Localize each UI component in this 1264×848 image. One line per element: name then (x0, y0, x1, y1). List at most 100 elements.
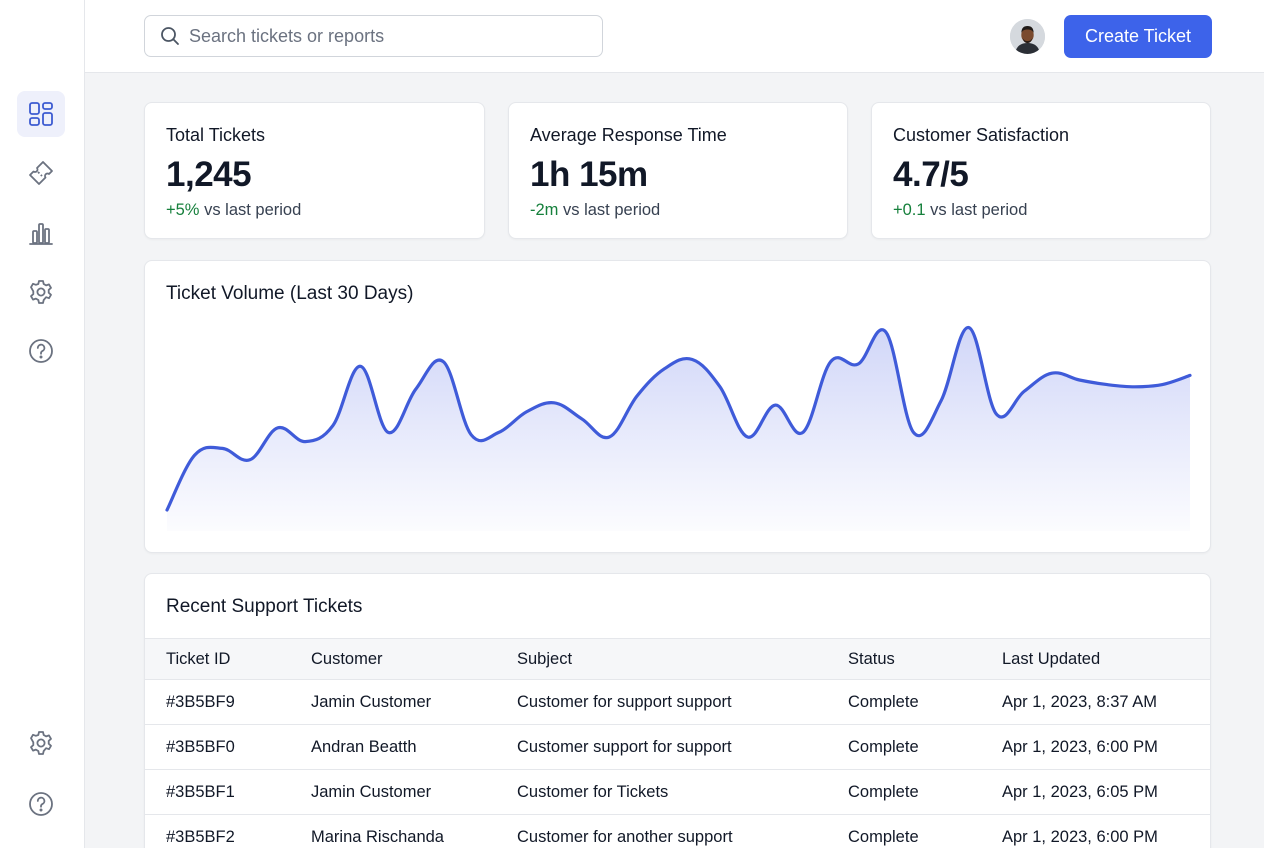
bar-chart-icon (29, 223, 53, 245)
stat-card-satisfaction: Customer Satisfaction 4.7/5 +0.1 vs last… (871, 102, 1211, 239)
chart-series-line (165, 326, 1192, 512)
column-header-subject[interactable]: Subject (517, 649, 573, 668)
user-avatar[interactable] (1010, 19, 1045, 54)
stat-label: Customer Satisfaction (893, 125, 1070, 145)
sidebar-item-help[interactable] (17, 328, 65, 374)
stat-delta: +0.1 vs last period (893, 201, 1027, 220)
chart-data-point[interactable] (633, 392, 641, 400)
cell-status: Complete (848, 782, 919, 801)
table-header: Ticket ID Customer Subject Status Last U… (145, 638, 1210, 680)
stat-delta-suffix: vs last period (199, 201, 302, 219)
table-row[interactable]: #3B5BF0 Andran Beatth Customer support f… (145, 725, 1210, 770)
cell-status: Complete (848, 737, 919, 756)
chart-title: Ticket Volume (Last 30 Days) (166, 283, 414, 304)
chart-data-point[interactable] (357, 362, 365, 370)
sidebar-item-settings[interactable] (17, 269, 65, 315)
chart-area-fill (167, 327, 1190, 531)
stat-value: 1,245 (166, 155, 252, 194)
chart-data-point[interactable] (1131, 383, 1139, 391)
search-input[interactable] (189, 25, 589, 47)
chart-data-point[interactable] (1158, 381, 1166, 389)
column-header-status[interactable]: Status (848, 649, 895, 668)
sidebar-item-tickets[interactable] (17, 150, 65, 196)
top-bar: Create Ticket (85, 0, 1264, 73)
chart-data-point[interactable] (688, 356, 696, 364)
sidebar-bottom-help[interactable] (17, 781, 65, 827)
chart-data-point[interactable] (384, 428, 392, 436)
cell-last-updated: Apr 1, 2023, 6:05 PM (1002, 782, 1158, 801)
cell-subject: Customer for Tickets (517, 782, 669, 801)
stat-change: +0.1 (893, 201, 926, 219)
ticket-volume-chart (163, 324, 1194, 531)
chart-data-point[interactable] (329, 422, 337, 430)
chart-data-point[interactable] (467, 431, 475, 439)
chart-data-point[interactable] (771, 401, 779, 409)
chart-data-point[interactable] (661, 365, 669, 373)
dashboard-icon (29, 102, 53, 126)
chart-data-point[interactable] (937, 397, 945, 405)
chart-data-point[interactable] (246, 456, 254, 464)
sidebar-item-reports[interactable] (17, 210, 65, 256)
table-row[interactable]: #3B5BF2 Marina Rischanda Customer for an… (145, 815, 1210, 848)
recent-tickets-card: Recent Support Tickets Ticket ID Custome… (144, 573, 1211, 848)
cell-last-updated: Apr 1, 2023, 6:00 PM (1002, 737, 1158, 756)
chart-data-point[interactable] (854, 360, 862, 368)
chart-data-point[interactable] (412, 385, 420, 393)
chart-data-point[interactable] (191, 451, 199, 459)
stat-label: Average Response Time (530, 125, 727, 145)
ticket-icon (29, 161, 53, 185)
chart-data-point[interactable] (578, 415, 586, 423)
chart-data-point[interactable] (274, 424, 282, 432)
ticket-volume-chart-card: Ticket Volume (Last 30 Days) (144, 260, 1211, 553)
cell-last-updated: Apr 1, 2023, 6:00 PM (1002, 827, 1158, 846)
cell-customer: Marina Rischanda (311, 827, 444, 846)
stat-value: 1h 15m (530, 155, 648, 194)
create-ticket-button[interactable]: Create Ticket (1064, 15, 1212, 58)
cell-subject: Customer for another support (517, 827, 733, 846)
chart-data-point[interactable] (965, 324, 973, 332)
stat-delta: +5% vs last period (166, 201, 301, 220)
table-row[interactable]: #3B5BF1 Jamin Customer Customer for Tick… (145, 770, 1210, 815)
cell-ticket-id: #3B5BF2 (166, 827, 235, 846)
sidebar-bottom-settings[interactable] (17, 720, 65, 766)
sidebar (0, 0, 85, 848)
column-header-customer[interactable]: Customer (311, 649, 383, 668)
chart-data-point[interactable] (163, 506, 171, 514)
chart-data-point[interactable] (716, 383, 724, 391)
chart-data-point[interactable] (218, 444, 226, 452)
cell-ticket-id: #3B5BF0 (166, 737, 235, 756)
search-icon (160, 26, 180, 46)
chart-data-point[interactable] (605, 433, 613, 441)
cell-ticket-id: #3B5BF1 (166, 782, 235, 801)
chart-data-point[interactable] (882, 328, 890, 336)
chart-data-point[interactable] (1075, 376, 1083, 384)
chart-data-point[interactable] (301, 438, 309, 446)
chart-data-point[interactable] (550, 399, 558, 407)
chart-data-point[interactable] (495, 428, 503, 436)
cell-customer: Jamin Customer (311, 782, 432, 801)
table-title: Recent Support Tickets (166, 596, 363, 617)
cell-last-updated: Apr 1, 2023, 8:37 AM (1002, 692, 1158, 711)
chart-data-point[interactable] (1103, 381, 1111, 389)
chart-data-point[interactable] (910, 428, 918, 436)
sidebar-item-dashboard[interactable] (17, 91, 65, 137)
chart-data-point[interactable] (993, 410, 1001, 418)
chart-data-point[interactable] (522, 408, 530, 416)
table-row[interactable]: #3B5BF9 Jamin Customer Customer for supp… (145, 680, 1210, 725)
chart-data-point[interactable] (744, 433, 752, 441)
chart-data-point[interactable] (1020, 387, 1028, 395)
stat-change: -2m (530, 201, 559, 219)
chart-data-point[interactable] (1186, 371, 1194, 379)
column-header-last-updated[interactable]: Last Updated (1002, 649, 1101, 668)
chart-data-point[interactable] (827, 358, 835, 366)
gear-icon (30, 280, 52, 304)
column-header-ticket-id[interactable]: Ticket ID (166, 649, 231, 668)
chart-data-point[interactable] (1048, 369, 1056, 377)
cell-subject: Customer for support support (517, 692, 732, 711)
stat-card-total-tickets: Total Tickets 1,245 +5% vs last period (144, 102, 485, 239)
chart-data-point[interactable] (440, 358, 448, 366)
stat-delta-suffix: vs last period (558, 201, 661, 219)
stat-delta: -2m vs last period (530, 201, 660, 220)
chart-data-point[interactable] (799, 428, 807, 436)
search-box[interactable] (144, 15, 603, 57)
